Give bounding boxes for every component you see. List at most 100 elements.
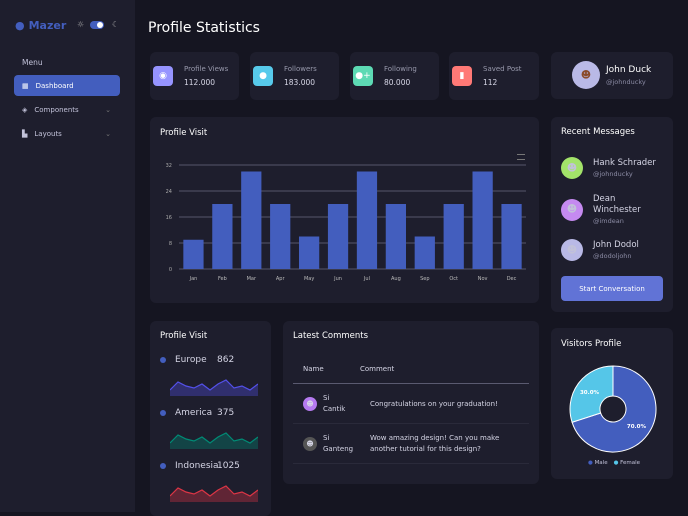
layout-icon: ▙ [22, 129, 28, 138]
start-conversation-button[interactable]: Start Conversation [561, 276, 663, 301]
column-header: Name [303, 365, 324, 373]
y-tick-label: 8 [169, 241, 172, 247]
sparkline-line [170, 485, 258, 497]
stat-card-following: ●+ Following 80.000 [350, 52, 439, 100]
dot-icon: ● [613, 460, 619, 466]
logo[interactable]: ● Mazer [15, 19, 66, 32]
stat-card-profile-views: ◉ Profile Views 112.000 [150, 52, 239, 100]
avatar: ☻ [561, 157, 583, 179]
comment-text: Wow amazing design! Can you make another… [370, 433, 500, 453]
region-value: 862 [217, 355, 235, 365]
sparkline-area [170, 433, 258, 449]
legend-label: Male [594, 460, 608, 466]
stat-label: Following [384, 65, 417, 73]
region-indonesia: Indonesia 1025 [160, 461, 240, 471]
chevron-down-icon: ⌄ [105, 105, 111, 114]
table-header: Name Comment [293, 355, 529, 384]
theme-toggle[interactable] [90, 21, 104, 29]
stat-value: 183.000 [284, 78, 316, 87]
stat-value: 112 [483, 78, 498, 87]
comment-author: Si Ganteng [323, 433, 354, 453]
stat-value: 112.000 [184, 78, 216, 87]
chart-title: Profile Visit [160, 128, 208, 138]
legend-female[interactable]: ● Female [614, 460, 640, 466]
x-tick-label: Dec [507, 276, 517, 282]
latest-comments-card: Latest Comments Name Comment ☻ Si Cantik Co… [283, 321, 539, 484]
profile-visit-chart-card: Profile Visit 0 8 16 24 32 Jan Feb Mar Apr May Jun… [150, 117, 539, 303]
x-tick-label: Jun [333, 276, 342, 282]
card-title: Profile Visit [160, 331, 208, 341]
table-row[interactable]: ☻ Si Cantik Congratulations on your gradua… [293, 384, 529, 424]
x-tick-label: Feb [218, 276, 227, 282]
bar-feb [212, 204, 233, 269]
message-handle: @imdean [593, 217, 624, 225]
message-handle: @johnducky [593, 170, 633, 178]
pie-label: 70.0% [627, 424, 647, 430]
card-title: Latest Comments [293, 331, 369, 341]
message-item[interactable]: ☻ Dean Winchester @imdean [561, 194, 653, 225]
bookmark-icon: ▮ [452, 66, 472, 86]
region-name: Indonesia [175, 461, 219, 471]
pie-legend: ● Male ● Female [588, 460, 640, 466]
bar-oct [443, 204, 464, 269]
x-tick-label: Apr [276, 276, 286, 282]
sparkline-europe [170, 379, 258, 396]
bar-chart: 0 8 16 24 32 Jan Feb Mar Apr May Jun Jul Aug Sep Oct No… [166, 163, 526, 282]
table-row[interactable]: ☻ Si Ganteng Wow amazing design! Can you m… [293, 424, 529, 464]
logo-text: Mazer [28, 19, 67, 32]
comments-table: Name Comment ☻ Si Cantik Congratulations on… [293, 355, 529, 464]
page-title: Profile Statistics [148, 20, 260, 36]
nav-label: Components [34, 105, 79, 114]
pie-slice-male [571, 365, 657, 453]
avatar: ☻ [561, 239, 583, 261]
visitors-profile-card: Visitors Profile 70.0% 30.0% ● Male ● Fem… [551, 328, 673, 479]
sidebar: ● Mazer ☼ ☾ Menu ▦ Dashboard ◈ Components ⌄ … [0, 0, 135, 512]
avatar: ☻ [561, 198, 583, 221]
message-handle: @dodoljohn [593, 252, 632, 260]
sparkline-area [170, 486, 258, 502]
bar-dec [501, 204, 522, 269]
sparkline-area [170, 380, 258, 396]
profile-handle: @johnducky [606, 78, 646, 86]
y-tick-label: 0 [169, 267, 172, 273]
dot-icon: ● [588, 460, 593, 466]
stat-label: Profile Views [184, 65, 229, 73]
user-icon: ● [15, 19, 25, 32]
chevron-down-icon: ⌄ [105, 129, 111, 138]
sparkline-line [170, 432, 258, 444]
message-item[interactable]: ☻ Hank Schrader @johnducky [561, 157, 656, 179]
x-tick-label: Aug [391, 276, 401, 282]
message-name: Hank Schrader [593, 158, 656, 168]
legend-male[interactable]: ● Male [588, 460, 608, 466]
sidebar-item-layouts[interactable]: ▙ Layouts ⌄ [14, 123, 120, 144]
menu-icon[interactable] [517, 154, 525, 160]
pie-label: 30.0% [580, 390, 600, 396]
region-visit-card: Profile Visit Europe 862 America 375 Indon… [150, 321, 271, 516]
bar-jul [356, 171, 378, 269]
bar-sep [414, 236, 435, 269]
avatar: ☻ [572, 61, 600, 89]
region-value: 375 [217, 408, 235, 418]
x-tick-label: Oct [449, 276, 458, 282]
dot-icon [160, 357, 166, 363]
sparkline-line [170, 379, 258, 391]
moon-icon: ☾ [112, 20, 120, 29]
column-header: Comment [360, 365, 395, 373]
x-tick-label: Sep [420, 276, 429, 282]
profile-name: John Duck [606, 65, 652, 75]
user-plus-icon: ●+ [353, 66, 373, 86]
message-item[interactable]: ☻ John Dodol @dodoljohn [561, 239, 639, 261]
bar-aug [385, 204, 406, 269]
message-name: John Dodol [593, 240, 639, 250]
card-title: Recent Messages [561, 127, 635, 137]
sidebar-item-components[interactable]: ◈ Components ⌄ [14, 99, 120, 120]
x-tick-label: Jan [189, 276, 198, 282]
stack-icon: ◈ [22, 105, 28, 114]
region-europe: Europe 862 [160, 355, 234, 365]
sidebar-item-dashboard[interactable]: ▦ Dashboard [14, 75, 120, 96]
x-tick-label: Nov [478, 276, 488, 282]
profile-card[interactable]: ☻ John Duck @johnducky [551, 52, 673, 99]
dot-icon [160, 463, 166, 469]
y-tick-label: 32 [166, 163, 172, 169]
menu-title: Menu [22, 58, 43, 67]
